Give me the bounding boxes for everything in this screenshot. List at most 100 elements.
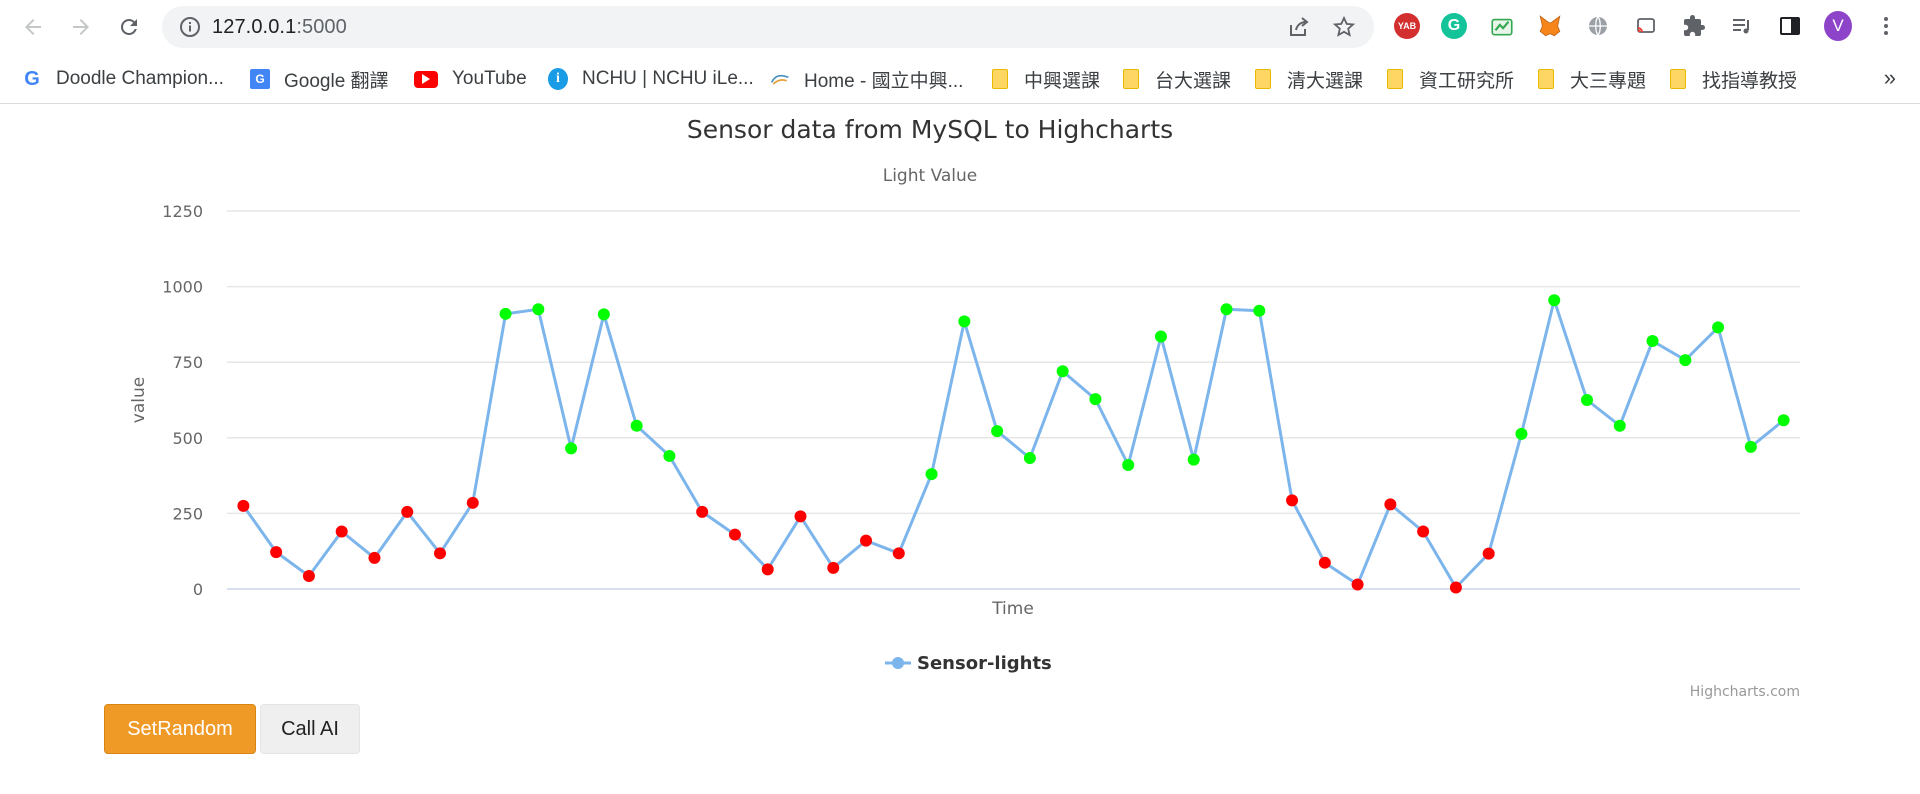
- data-point[interactable]: [761, 563, 774, 576]
- site-icon: [770, 69, 790, 89]
- data-point[interactable]: [892, 547, 905, 560]
- data-point[interactable]: [728, 528, 741, 541]
- browser-toolbar: 127.0.0.1:5000 YAB G V: [0, 0, 1920, 55]
- highcharts-credits[interactable]: Highcharts.com: [1690, 684, 1800, 700]
- set-random-button[interactable]: SetRandom: [104, 704, 256, 754]
- data-point[interactable]: [925, 468, 938, 481]
- data-point[interactable]: [1286, 494, 1299, 507]
- bookmark-folder-2[interactable]: 台大選課: [1121, 66, 1231, 92]
- data-point[interactable]: [827, 561, 840, 574]
- data-point[interactable]: [1777, 414, 1790, 427]
- chart-extension-icon[interactable]: [1488, 12, 1516, 40]
- data-point[interactable]: [1187, 453, 1200, 466]
- data-point[interactable]: [237, 499, 250, 512]
- bookmark-nchu-ilearning[interactable]: i NCHU | NCHU iLe...: [548, 66, 754, 92]
- folder-icon: [1536, 69, 1556, 89]
- data-point[interactable]: [1482, 547, 1495, 560]
- data-point[interactable]: [1417, 525, 1430, 538]
- data-point[interactable]: [1318, 556, 1331, 569]
- data-point[interactable]: [597, 308, 610, 321]
- bookmark-folder-1[interactable]: 中興選課: [990, 66, 1100, 92]
- data-point[interactable]: [335, 525, 348, 538]
- data-point[interactable]: [270, 546, 283, 559]
- data-point[interactable]: [860, 534, 873, 547]
- data-point[interactable]: [1515, 427, 1528, 440]
- bookmark-folder-3[interactable]: 清大選課: [1253, 66, 1363, 92]
- data-point[interactable]: [1253, 304, 1266, 317]
- data-point[interactable]: [1154, 330, 1167, 343]
- data-point[interactable]: [1122, 459, 1135, 472]
- data-point[interactable]: [434, 547, 447, 560]
- bookmark-star-icon[interactable]: [1332, 15, 1356, 39]
- data-point[interactable]: [1089, 393, 1102, 406]
- data-point[interactable]: [1646, 335, 1659, 348]
- bookmark-youtube[interactable]: YouTube: [414, 66, 527, 92]
- data-point[interactable]: [1679, 354, 1692, 367]
- info-icon: i: [548, 68, 568, 90]
- back-button[interactable]: [16, 10, 50, 44]
- side-panel-icon[interactable]: [1776, 12, 1804, 40]
- yab-extension-icon[interactable]: YAB: [1393, 12, 1421, 40]
- y-tick-label: 500: [172, 429, 203, 448]
- data-point[interactable]: [991, 425, 1004, 438]
- cast-icon[interactable]: [1632, 12, 1660, 40]
- data-point[interactable]: [1744, 440, 1757, 453]
- data-point[interactable]: [565, 442, 578, 455]
- puzzle-extensions-icon[interactable]: [1680, 12, 1708, 40]
- bookmark-folder-6[interactable]: 找指導教授: [1668, 66, 1797, 92]
- data-point[interactable]: [794, 510, 807, 523]
- bookmark-doodle[interactable]: G Doodle Champion...: [22, 66, 224, 92]
- google-icon: G: [24, 67, 40, 90]
- metamask-fox-icon[interactable]: [1536, 12, 1564, 40]
- data-point[interactable]: [630, 419, 643, 432]
- data-point[interactable]: [663, 449, 676, 462]
- grammarly-icon[interactable]: G: [1440, 12, 1468, 40]
- data-point[interactable]: [368, 551, 381, 564]
- bookmark-folder-5[interactable]: 大三專題: [1536, 66, 1646, 92]
- share-icon[interactable]: [1287, 15, 1311, 39]
- data-point[interactable]: [401, 505, 414, 518]
- data-point[interactable]: [1449, 581, 1462, 594]
- site-info-icon[interactable]: [178, 15, 202, 39]
- chrome-menu-icon[interactable]: [1872, 12, 1900, 40]
- y-tick-label: 1000: [162, 278, 203, 297]
- bookmark-nchu-home[interactable]: Home - 國立中興...: [770, 66, 963, 92]
- profile-avatar[interactable]: V: [1824, 11, 1852, 41]
- y-tick-label: 750: [172, 353, 203, 372]
- data-point[interactable]: [1548, 294, 1561, 307]
- data-point[interactable]: [1220, 303, 1233, 316]
- folder-icon: [1385, 69, 1405, 89]
- folder-icon: [1668, 69, 1688, 89]
- series-points: [237, 294, 1790, 594]
- data-point[interactable]: [958, 315, 971, 328]
- reload-button[interactable]: [112, 10, 146, 44]
- bookmarks-bar: G Doodle Champion... G Google 翻譯 YouTube…: [0, 55, 1920, 104]
- google-translate-icon: G: [250, 69, 270, 89]
- data-point[interactable]: [1712, 321, 1725, 334]
- data-point[interactable]: [1580, 394, 1593, 406]
- data-point[interactable]: [1351, 578, 1364, 591]
- data-point[interactable]: [532, 303, 545, 316]
- data-point[interactable]: [302, 569, 315, 582]
- data-point[interactable]: [1613, 419, 1626, 432]
- bookmark-google-translate[interactable]: G Google 翻譯: [250, 66, 389, 92]
- legend[interactable]: Sensor-lights: [885, 653, 1052, 674]
- data-point[interactable]: [499, 307, 512, 320]
- chart-title: Sensor data from MySQL to Highcharts: [687, 115, 1173, 144]
- data-point[interactable]: [696, 505, 709, 518]
- y-axis-labels: 0 250 500 750 1000 1250: [162, 202, 203, 599]
- forward-button[interactable]: [64, 10, 98, 44]
- forward-arrow-icon: [73, 19, 89, 35]
- data-point[interactable]: [1056, 365, 1069, 378]
- data-point[interactable]: [466, 496, 479, 509]
- media-queue-icon[interactable]: [1728, 12, 1756, 40]
- call-ai-button[interactable]: Call AI: [260, 704, 360, 754]
- data-point[interactable]: [1384, 498, 1397, 511]
- address-bar[interactable]: 127.0.0.1:5000: [162, 6, 1374, 48]
- globe-icon[interactable]: [1584, 12, 1612, 40]
- url-text: 127.0.0.1:5000: [212, 16, 347, 38]
- more-bookmarks-chevron-icon[interactable]: »: [1883, 65, 1896, 90]
- bookmark-folder-4[interactable]: 資工研究所: [1385, 66, 1514, 92]
- data-point[interactable]: [1023, 452, 1036, 465]
- folder-icon: [990, 69, 1010, 89]
